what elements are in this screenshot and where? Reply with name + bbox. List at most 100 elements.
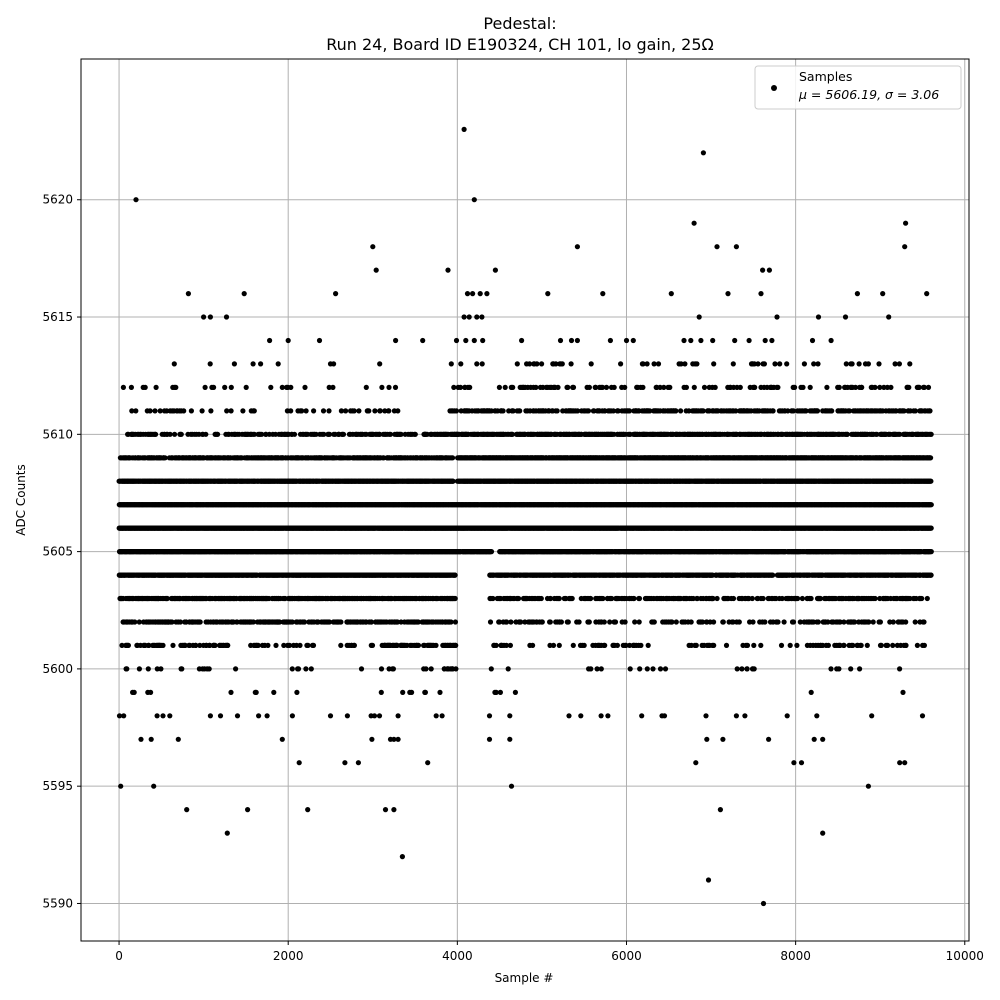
data-point: [711, 619, 717, 625]
data-point: [928, 572, 934, 578]
data-point: [326, 619, 332, 625]
data-point: [193, 642, 199, 649]
data-point: [504, 619, 510, 625]
data-point: [369, 642, 376, 649]
data-point: [878, 642, 884, 649]
data-point: [351, 642, 357, 649]
data-point: [512, 689, 519, 696]
data-point: [570, 642, 576, 649]
data-point: [841, 619, 847, 625]
data-point: [556, 595, 562, 602]
data-point: [378, 666, 385, 672]
data-point: [623, 642, 629, 649]
data-point: [378, 689, 384, 696]
data-point: [714, 595, 720, 602]
data-point: [394, 619, 401, 625]
data-point: [547, 619, 553, 625]
data-point: [890, 619, 896, 625]
data-point: [295, 666, 302, 672]
data-point: [645, 642, 651, 649]
data-point: [154, 666, 160, 672]
data-point: [182, 642, 188, 649]
data-point: [607, 619, 613, 625]
data-point: [487, 619, 494, 625]
data-point: [503, 642, 509, 649]
data-point: [225, 642, 231, 649]
data-point: [778, 642, 785, 649]
data-point: [338, 642, 344, 649]
data-point: [775, 619, 781, 625]
data-point: [146, 642, 152, 649]
data-point: [749, 595, 755, 602]
data-point: [662, 666, 669, 672]
data-point: [301, 619, 308, 625]
data-point: [870, 619, 876, 625]
data-point: [602, 642, 608, 649]
data-point: [207, 642, 213, 649]
data-point: [657, 666, 664, 672]
data-point: [437, 689, 443, 696]
data-point: [817, 595, 824, 602]
data-point: [588, 666, 594, 672]
data-point: [271, 689, 277, 696]
data-point: [921, 642, 928, 649]
data-point: [693, 642, 699, 649]
data-point: [588, 595, 594, 602]
data-point: [739, 666, 745, 672]
data-point: [744, 642, 751, 649]
data-point: [614, 642, 621, 649]
data-point: [841, 642, 847, 649]
data-point: [914, 642, 921, 649]
data-point: [136, 619, 142, 625]
data-point: [294, 689, 300, 696]
data-point: [852, 619, 858, 625]
data-point: [132, 619, 138, 625]
data-point: [720, 619, 726, 625]
data-point: [837, 619, 843, 625]
data-point: [538, 595, 544, 602]
data-point: [125, 642, 131, 649]
data-point: [158, 666, 164, 672]
data-point: [518, 619, 524, 625]
data-point: [900, 689, 906, 696]
data-point: [409, 689, 415, 696]
data-point: [308, 666, 314, 672]
data-point: [516, 595, 522, 602]
data-point: [872, 595, 878, 602]
data-point: [310, 642, 317, 649]
data-point: [781, 619, 787, 625]
data-point: [565, 619, 571, 625]
data-point: [581, 642, 587, 649]
data-point: [508, 619, 514, 625]
data-point: [488, 549, 495, 555]
data-point: [170, 642, 176, 649]
data-point: [794, 642, 800, 649]
data-point: [601, 619, 607, 625]
data-point: [286, 642, 293, 649]
data-point: [505, 666, 511, 672]
data-point: [760, 595, 766, 602]
data-point: [488, 666, 494, 672]
data-point: [164, 595, 170, 602]
data-point: [644, 666, 650, 672]
data-point: [428, 666, 434, 672]
data-point: [550, 642, 557, 649]
data-point: [569, 595, 575, 602]
data-point: [622, 619, 628, 625]
data-point: [744, 666, 750, 672]
data-point: [289, 666, 295, 672]
data-point: [233, 666, 239, 672]
data-point: [415, 619, 421, 625]
data-point: [790, 619, 797, 625]
data-point: [452, 619, 458, 625]
data-point: [912, 619, 918, 625]
data-point: [787, 642, 793, 649]
data-point: [828, 666, 834, 672]
data-point: [815, 619, 821, 625]
data-point: [723, 642, 730, 649]
data-point: [848, 666, 854, 672]
data-point: [808, 595, 814, 602]
data-point: [730, 595, 737, 602]
data-point: [576, 619, 582, 625]
